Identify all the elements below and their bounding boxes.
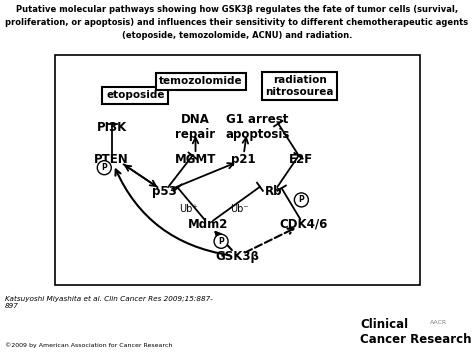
Text: Rb: Rb xyxy=(265,185,283,198)
Text: CDK4/6: CDK4/6 xyxy=(279,218,328,230)
Text: radiation
nitrosourea: radiation nitrosourea xyxy=(265,75,334,97)
Text: Putative molecular pathways showing how GSK3β regulates the fate of tumor cells : Putative molecular pathways showing how … xyxy=(16,5,458,14)
Text: PI3K: PI3K xyxy=(96,121,127,134)
Text: (etoposide, temozolomide, ACNU) and radiation.: (etoposide, temozolomide, ACNU) and radi… xyxy=(122,31,352,40)
Text: Katsuyoshi Miyashita et al. Clin Cancer Res 2009;15:887-
897: Katsuyoshi Miyashita et al. Clin Cancer … xyxy=(5,296,213,309)
Bar xyxy=(55,55,420,285)
Text: P: P xyxy=(218,237,224,246)
Circle shape xyxy=(97,161,111,175)
Text: ©2009 by American Association for Cancer Research: ©2009 by American Association for Cancer… xyxy=(5,342,173,348)
Text: Ub⁺: Ub⁺ xyxy=(179,204,198,214)
Text: temozolomide: temozolomide xyxy=(159,76,243,87)
Text: etoposide: etoposide xyxy=(106,90,164,100)
Text: G1 arrest
apoptosis: G1 arrest apoptosis xyxy=(226,114,290,141)
Text: PTEN: PTEN xyxy=(94,153,129,166)
Circle shape xyxy=(294,193,309,207)
Text: GSK3β: GSK3β xyxy=(216,250,259,263)
Text: MGMT: MGMT xyxy=(175,153,216,166)
Text: Clinical
Cancer Research: Clinical Cancer Research xyxy=(360,318,472,346)
Circle shape xyxy=(214,234,228,248)
Text: p21: p21 xyxy=(231,153,255,166)
Text: P: P xyxy=(299,195,304,204)
Text: E2F: E2F xyxy=(289,153,313,166)
Text: p53: p53 xyxy=(152,185,177,198)
Text: proliferation, or apoptosis) and influences their sensitivity to different chemo: proliferation, or apoptosis) and influen… xyxy=(5,18,469,27)
Text: P: P xyxy=(101,163,107,172)
Text: DNA
repair: DNA repair xyxy=(175,114,216,141)
Text: Mdm2: Mdm2 xyxy=(188,218,228,230)
Text: AACR: AACR xyxy=(430,320,447,325)
Text: Ub⁻: Ub⁻ xyxy=(230,204,248,214)
